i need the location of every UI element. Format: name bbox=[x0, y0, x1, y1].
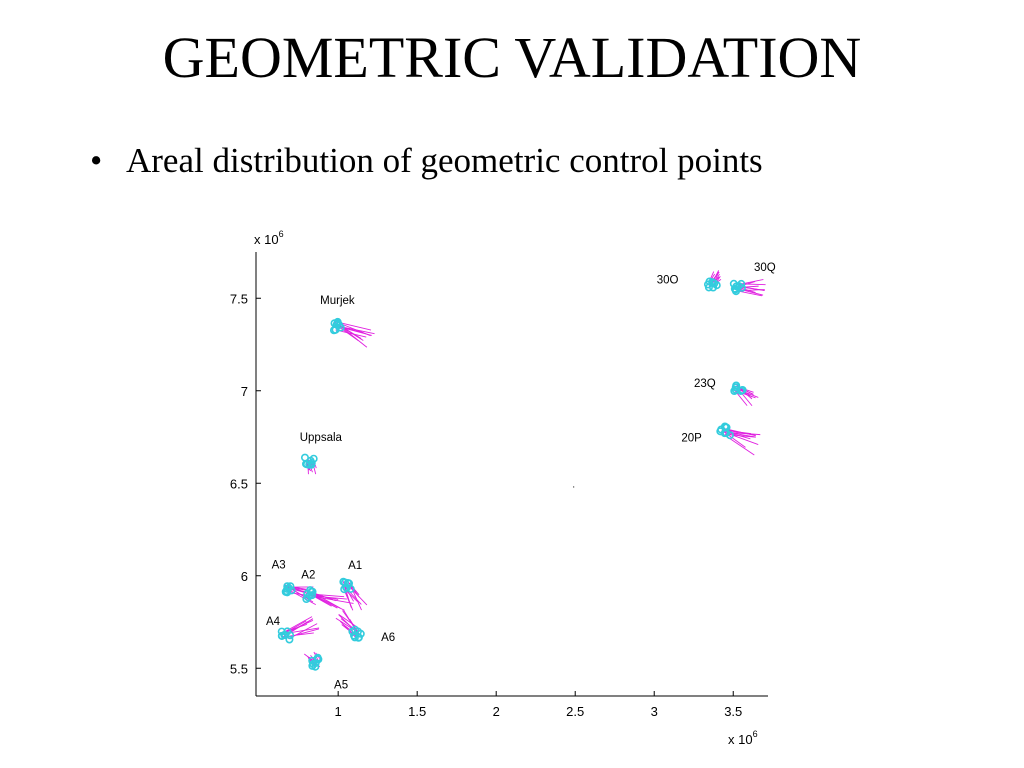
vectors-layer bbox=[282, 270, 766, 667]
x-multiplier-base: x 10 bbox=[728, 732, 753, 747]
control-point-marker bbox=[286, 582, 295, 591]
control-point-marker bbox=[308, 656, 317, 665]
control-point-marker bbox=[333, 317, 342, 326]
group-label: 23Q bbox=[694, 378, 716, 390]
control-point-marker bbox=[725, 431, 734, 440]
control-point-marker bbox=[737, 283, 746, 292]
x-tick-label: 1 bbox=[335, 704, 342, 719]
ticks-layer: 1 1.5 2 2.5 3 3.5 5.5 6 6.5 7 7.5 bbox=[230, 291, 742, 719]
control-point-marker bbox=[311, 662, 320, 671]
control-point-marker bbox=[304, 593, 313, 602]
control-point-marker bbox=[303, 460, 312, 469]
displacement-vector bbox=[740, 392, 753, 407]
control-point-marker bbox=[738, 385, 747, 394]
y-tick-label: 5.5 bbox=[230, 661, 248, 676]
y-multiplier-exp: 6 bbox=[279, 229, 284, 239]
points-layer bbox=[277, 277, 747, 671]
group-label: Uppsala bbox=[300, 432, 343, 444]
control-point-marker bbox=[704, 283, 713, 292]
y-tick-label: 7.5 bbox=[230, 291, 248, 306]
displacement-vector bbox=[339, 322, 372, 331]
displacement-vector bbox=[713, 270, 720, 281]
x-tick-label: 1.5 bbox=[408, 704, 426, 719]
bullet-item: • Areal distribution of geometric control… bbox=[90, 140, 763, 182]
control-point-marker bbox=[285, 635, 294, 644]
displacement-vector bbox=[739, 279, 764, 285]
bullet-icon: • bbox=[90, 141, 103, 180]
control-point-marker bbox=[307, 460, 316, 469]
group-label: Murjek bbox=[320, 295, 355, 307]
displacement-vector bbox=[724, 428, 756, 437]
group-label: A6 bbox=[381, 632, 395, 644]
x-multiplier-label: x 106 bbox=[728, 729, 758, 747]
control-point-marker bbox=[345, 579, 354, 588]
x-tick-label: 2 bbox=[493, 704, 500, 719]
control-point-marker bbox=[283, 588, 292, 597]
displacement-vector bbox=[283, 623, 308, 633]
displacement-vector bbox=[738, 290, 763, 297]
y-tick-label: 7 bbox=[241, 384, 248, 399]
x-multiplier-exp: 6 bbox=[753, 729, 758, 739]
y-multiplier-base: x 10 bbox=[254, 232, 279, 247]
displacement-vector bbox=[721, 429, 746, 448]
group-label: 30Q bbox=[754, 262, 776, 274]
displacement-vector bbox=[737, 288, 764, 296]
control-point-marker bbox=[732, 383, 741, 392]
control-point-marker bbox=[284, 584, 293, 593]
displacement-vector bbox=[343, 584, 354, 602]
x-tick-label: 3 bbox=[651, 704, 658, 719]
group-label: A3 bbox=[272, 560, 286, 572]
y-multiplier-label: x 106 bbox=[254, 229, 284, 247]
y-tick-label: 6.5 bbox=[230, 476, 248, 491]
displacement-vector bbox=[349, 583, 362, 611]
control-point-marker bbox=[300, 453, 309, 462]
group-label: 30O bbox=[657, 274, 679, 286]
slide-title: GEOMETRIC VALIDATION bbox=[162, 25, 862, 90]
plot-area: 1 1.5 2 2.5 3 3.5 5.5 6 6.5 7 7.5 Murjek Uppsala 30O… bbox=[230, 229, 776, 747]
y-tick-label: 6 bbox=[241, 569, 248, 584]
group-label: A4 bbox=[266, 616, 281, 628]
control-point-marker bbox=[729, 279, 738, 288]
labels-layer: Murjek Uppsala 30O 30Q 23Q 20P A3 A2 A1 A4 A5 A6 bbox=[266, 262, 776, 692]
x-tick-label: 3.5 bbox=[724, 704, 742, 719]
bullet-text: Areal distribution of geometric control … bbox=[126, 141, 763, 180]
displacement-vector bbox=[313, 595, 338, 609]
displacement-vector bbox=[737, 388, 759, 398]
displacement-vector bbox=[714, 271, 720, 281]
displacement-vector bbox=[740, 387, 754, 395]
control-point-marker bbox=[340, 585, 349, 594]
control-point-marker bbox=[351, 625, 360, 634]
x-tick-label: 2.5 bbox=[566, 704, 584, 719]
displacement-vector bbox=[314, 593, 341, 609]
control-point-marker bbox=[308, 587, 317, 596]
group-label: A5 bbox=[334, 680, 348, 692]
group-label: A1 bbox=[348, 560, 362, 572]
control-point-marker bbox=[286, 631, 295, 640]
displacement-vector bbox=[727, 431, 761, 436]
group-label: A2 bbox=[301, 569, 315, 581]
displacement-vector bbox=[739, 388, 753, 400]
group-label: 20P bbox=[681, 432, 702, 444]
control-point-marker bbox=[302, 595, 311, 604]
stray-point-marker bbox=[572, 486, 575, 488]
control-point-marker bbox=[712, 281, 721, 290]
control-point-marker bbox=[356, 629, 365, 638]
